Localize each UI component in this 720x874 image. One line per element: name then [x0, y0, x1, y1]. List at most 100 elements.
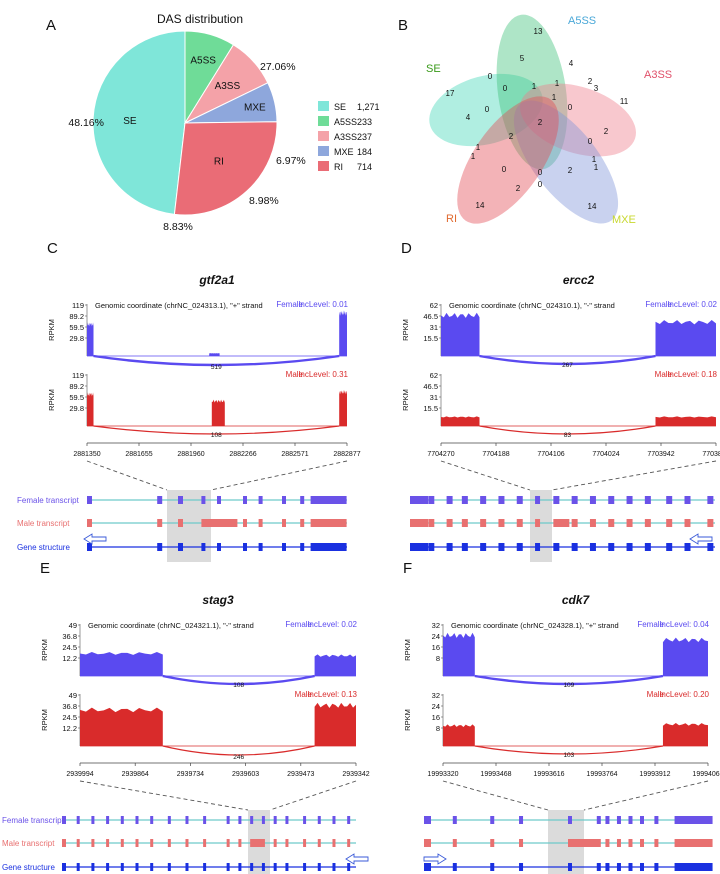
- chart-title: DAS distribution: [157, 12, 243, 26]
- genomic-coordinate-d: Genomic coordinate (chrNC_024310.1), "-"…: [449, 301, 615, 310]
- strand-arrow-icon: [689, 533, 713, 545]
- y-tick-male: 31: [430, 393, 438, 402]
- panel-letter-c: C: [47, 240, 58, 257]
- pie-slice-ri: [173, 121, 278, 216]
- male-transcript-exon: [596, 839, 601, 847]
- panel-letter-b: B: [398, 17, 408, 34]
- female-transcript-label: Female transcript: [2, 816, 65, 825]
- x-tick-label-d: 7704106: [537, 451, 564, 458]
- panel-letter-d: D: [401, 240, 412, 257]
- male-transcript-exon: [62, 839, 66, 847]
- gene-structure-exon: [605, 863, 610, 871]
- female-transcript-exon: [490, 816, 495, 824]
- junction-arc-female: [93, 354, 340, 367]
- junction-arc-male: [162, 745, 315, 756]
- female-transcript-exon: [250, 816, 254, 824]
- sex-label-male: Male: [295, 690, 313, 699]
- male-transcript-exon: [498, 519, 505, 527]
- x-tick-label-d: 7704024: [592, 451, 619, 458]
- male-transcript-label: Male transcript: [2, 839, 55, 848]
- female-transcript-exon: [87, 496, 92, 504]
- male-transcript-exon: [91, 839, 95, 847]
- male-transcript-exon: [589, 519, 596, 527]
- y-tick-male: 12.2: [62, 724, 77, 733]
- gene-structure-label: Gene structure: [17, 543, 70, 552]
- venn-region-count: 2: [568, 166, 573, 175]
- y-tick-female: 32: [432, 621, 440, 630]
- y-tick-male: 36.8: [62, 702, 77, 711]
- legend-value-mxe: 184: [357, 147, 372, 157]
- female-transcript-exon: [516, 496, 523, 504]
- y-axis-label: RPKM: [47, 389, 56, 411]
- coverage-block-male: [441, 416, 480, 426]
- male-transcript-exon: [461, 519, 468, 527]
- venn-region-count: 3: [594, 84, 599, 93]
- pie-percent-se: 48.16%: [68, 117, 104, 129]
- female-transcript-exon: [347, 816, 351, 824]
- x-tick-label-d: 7704270: [427, 451, 454, 458]
- female-transcript-exon: [310, 496, 347, 504]
- male-transcript-exon: [135, 839, 139, 847]
- zoom-guide-right: [551, 460, 717, 491]
- legend-label-a3ss: A3SS: [334, 132, 357, 142]
- venn-region-count: 1: [476, 143, 481, 152]
- venn-region-count: 2: [588, 77, 593, 86]
- y-tick-male: 49: [69, 691, 77, 700]
- gene-structure-exon: [303, 863, 307, 871]
- venn-ellipse-a5ss: [496, 14, 568, 170]
- y-tick-female: 62: [430, 301, 438, 310]
- venn-region-count: 11: [620, 97, 629, 106]
- genomic-coordinate-e: Genomic coordinate (chrNC_024321.1), "-"…: [88, 621, 254, 630]
- gene-structure-exon: [347, 863, 351, 871]
- gene-structure-exon: [167, 863, 171, 871]
- female-transcript-exon: [553, 496, 560, 504]
- male-transcript-exon: [250, 839, 265, 847]
- coverage-block-female: [655, 320, 716, 356]
- coverage-block-male: [339, 390, 347, 426]
- male-transcript-label: Male transcript: [17, 519, 70, 528]
- y-tick-female: 24: [432, 632, 440, 641]
- gene-structure-exon: [217, 543, 221, 551]
- female-transcript-exon: [317, 816, 321, 824]
- zoom-guide-right: [269, 780, 357, 811]
- female-transcript-exon: [201, 496, 206, 504]
- y-axis-label: RPKM: [401, 319, 410, 341]
- x-tick-label-e: 2939603: [232, 771, 259, 778]
- gene-structure-exon: [461, 543, 468, 551]
- gene-structure-exon: [684, 543, 691, 551]
- gene-structure-exon: [628, 863, 633, 871]
- legend-value-se: 1,271: [357, 102, 380, 112]
- female-transcript-exon: [571, 496, 578, 504]
- x-tick-label-c: 2882571: [281, 451, 308, 458]
- female-transcript-exon: [644, 496, 651, 504]
- gene-structure-exon: [480, 543, 487, 551]
- pie-slice-se: [92, 30, 186, 215]
- gene-structure-exon: [428, 543, 435, 551]
- male-transcript-exon: [553, 519, 570, 527]
- y-tick-male: 24.5: [62, 713, 77, 722]
- junction-count-female: 267: [562, 362, 573, 369]
- gene-structure-exon: [654, 863, 659, 871]
- y-tick-female: 46.5: [423, 312, 438, 321]
- venn-region-count: 0: [503, 84, 508, 93]
- female-transcript-exon: [674, 816, 713, 824]
- y-tick-male: 16: [432, 713, 440, 722]
- gene-structure-exon: [707, 543, 714, 551]
- y-tick-female: 49: [69, 621, 77, 630]
- male-transcript-exon: [120, 839, 124, 847]
- female-transcript-exon: [135, 816, 139, 824]
- male-transcript-exon: [76, 839, 80, 847]
- female-transcript-exon: [157, 496, 163, 504]
- female-transcript-exon: [258, 496, 263, 504]
- pie-percent-a3ss: 8.98%: [249, 195, 279, 207]
- gene-structure-exon: [571, 543, 578, 551]
- venn-set-label-a3ss: A3SS: [644, 69, 672, 81]
- venn-set-label-ri: RI: [446, 213, 457, 225]
- gene-structure-exon: [185, 863, 189, 871]
- gene-structure-exon: [616, 863, 621, 871]
- male-transcript-exon: [243, 519, 247, 527]
- male-transcript-exon: [707, 519, 714, 527]
- pie-label-mxe: MXE: [244, 102, 266, 113]
- male-transcript-exon: [608, 519, 615, 527]
- male-transcript-exon: [261, 839, 265, 847]
